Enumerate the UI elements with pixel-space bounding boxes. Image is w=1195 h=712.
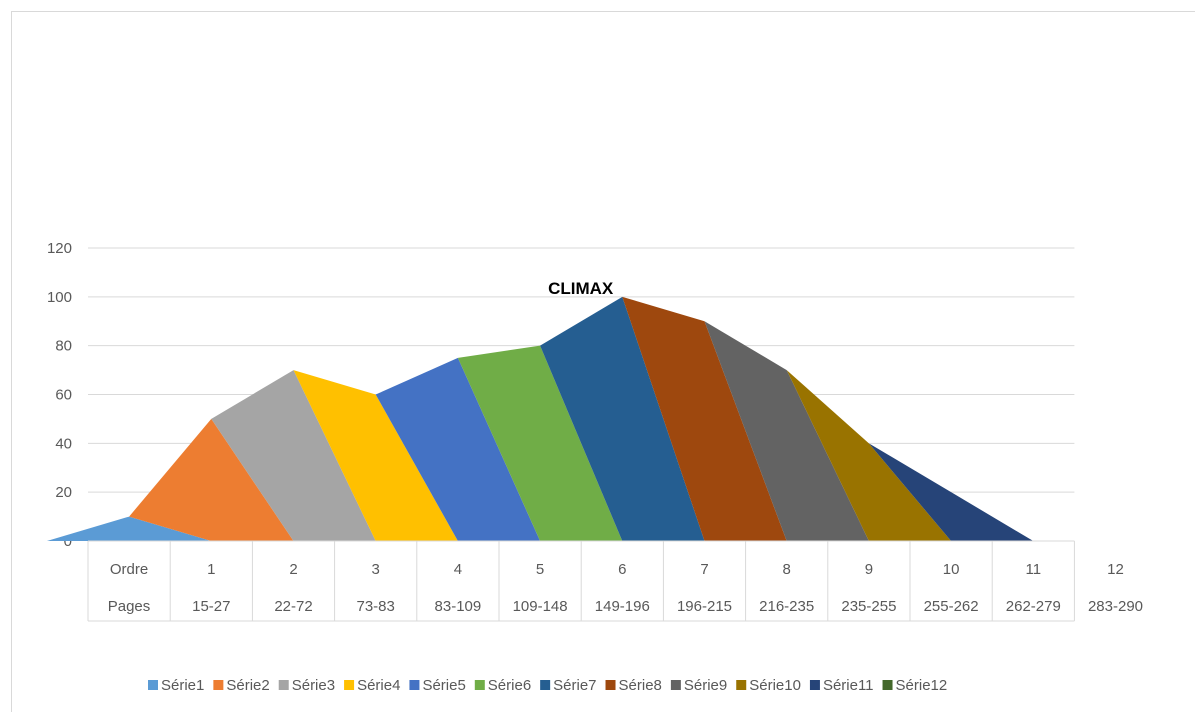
table-cell: 6 <box>618 561 626 578</box>
table-row-label: Ordre <box>110 561 148 578</box>
table-cell: 196-215 <box>677 598 732 615</box>
table-cell: 9 <box>865 561 873 578</box>
table-cell: 15-27 <box>192 598 230 615</box>
table-cell: 3 <box>372 561 380 578</box>
table-cell: 22-72 <box>274 598 312 615</box>
table-cell: 5 <box>536 561 544 578</box>
table-cell: 11 <box>1026 561 1042 578</box>
table-cell: 2 <box>289 561 297 578</box>
table-cell: 10 <box>943 561 960 578</box>
y-tick-label: 0 <box>64 533 72 550</box>
table-cell: 1 <box>207 561 215 578</box>
series-area <box>786 370 952 541</box>
y-tick-label: 80 <box>55 338 72 355</box>
legend-swatch <box>148 680 158 690</box>
series-area <box>375 357 541 541</box>
legend-label: Série2 <box>226 677 269 694</box>
climax-annotation: CLIMAX <box>548 279 614 298</box>
legend-swatch <box>540 680 551 690</box>
series-area <box>46 516 212 541</box>
table-cell: 149-196 <box>595 598 650 615</box>
chart-frame <box>11 11 1195 712</box>
series-area <box>540 296 705 541</box>
legend-label: Série4 <box>357 677 400 694</box>
legend-label: Série12 <box>896 677 948 694</box>
table-cell: 283-290 <box>1088 598 1143 615</box>
series-area <box>868 443 1034 541</box>
legend-swatch <box>409 680 420 690</box>
legend-swatch <box>670 680 681 690</box>
legend-label: Série7 <box>553 677 596 694</box>
legend-swatch <box>809 680 820 690</box>
table-cell: 73-83 <box>357 598 395 615</box>
legend-label: Série6 <box>488 677 531 694</box>
legend-swatch <box>344 680 355 690</box>
y-tick-label: 40 <box>55 435 72 452</box>
legend-swatch <box>605 680 616 690</box>
legend-swatch <box>278 680 289 690</box>
table-row-label: Pages <box>108 598 151 615</box>
table-cell: 8 <box>783 561 791 578</box>
series-area <box>211 370 376 541</box>
table-cell: 12 <box>1107 561 1124 578</box>
legend-label: Série5 <box>422 677 465 694</box>
series-area <box>457 345 623 541</box>
table-cell: 262-279 <box>1006 598 1061 615</box>
table-cell: 235-255 <box>841 598 896 615</box>
legend-label: Série1 <box>161 677 204 694</box>
legend-swatch <box>882 680 893 690</box>
legend-label: Série10 <box>749 677 801 694</box>
table-cell: 7 <box>700 561 708 578</box>
y-tick-label: 120 <box>47 240 72 257</box>
legend-swatch <box>736 680 747 690</box>
series-area <box>129 418 294 541</box>
legend: Série1 Série2 Série3 Série4 Série5 Série6 Séri… <box>148 677 947 694</box>
table-cell: 83-109 <box>435 598 482 615</box>
legend-swatch <box>474 680 485 690</box>
series-areas <box>46 296 1116 541</box>
y-tick-label: 20 <box>55 484 72 501</box>
legend-label: Série8 <box>619 677 662 694</box>
table-cell: 4 <box>454 561 462 578</box>
table-cell: 216-235 <box>759 598 814 615</box>
y-tick-label: 100 <box>47 289 72 306</box>
table-cell: 255-262 <box>924 598 979 615</box>
series-area <box>622 296 787 541</box>
y-axis: 0 20 40 60 80 100 120 <box>47 240 72 550</box>
y-tick-label: 60 <box>55 387 72 404</box>
table-cell: 109-148 <box>513 598 568 615</box>
legend-swatch <box>213 680 224 690</box>
legend-label: Série9 <box>684 677 727 694</box>
series-area <box>704 321 869 541</box>
series-area <box>293 370 458 541</box>
legend-label: Série3 <box>292 677 335 694</box>
legend-label: Série11 <box>823 677 874 694</box>
